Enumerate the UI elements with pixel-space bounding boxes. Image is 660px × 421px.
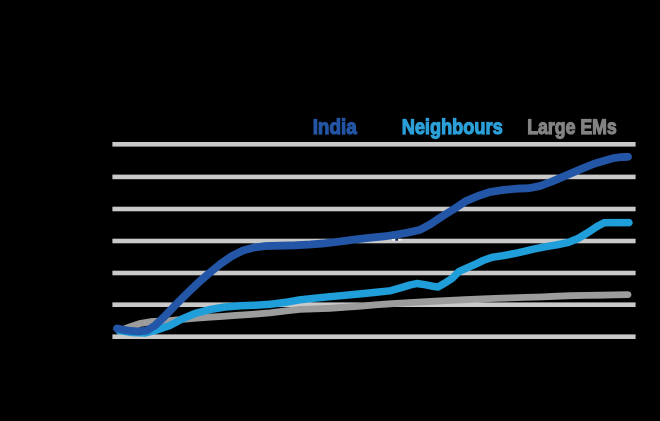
svg-text:Large EMs: Large EMs (527, 115, 617, 139)
svg-text:India: India (313, 115, 358, 139)
svg-text:Neighbours: Neighbours (402, 115, 503, 139)
